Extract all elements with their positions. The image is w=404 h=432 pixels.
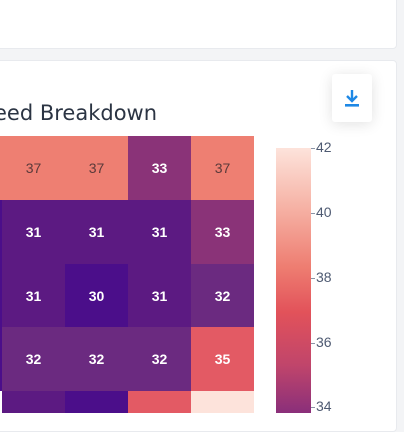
colorbar-tick-label: 42 [316,139,332,155]
colorbar [276,148,311,413]
heatmap-cell: 30 [65,264,128,328]
heatmap-cell [191,391,254,413]
heatmap-cell: 37 [191,136,254,200]
colorbar-tick-label: 40 [316,204,332,220]
heatmap-cell: 33 [128,136,191,200]
colorbar-tick-label: 34 [316,398,332,414]
heatmap-cell: 32 [191,264,254,328]
heatmap-cell: 33 [191,200,254,264]
heatmap-cell: 32 [65,327,128,391]
heatmap-cell: 31 [128,200,191,264]
heatmap-cell [128,391,191,413]
colorbar-tick [311,343,315,344]
heatmap-cell [2,391,65,413]
top-card [0,0,397,49]
heatmap-edge-cell [0,200,2,264]
colorbar-tick-label: 36 [316,334,332,350]
heatmap-cell: 37 [2,136,65,200]
colorbar-tick [311,148,315,149]
heatmap-cell [65,391,128,413]
download-button[interactable] [332,74,372,122]
heatmap-cell: 32 [128,327,191,391]
colorbar-tick [311,407,315,408]
heatmap-cell: 31 [2,264,65,328]
colorbar-tick-label: 38 [316,269,332,285]
heatmap-cell: 35 [191,327,254,391]
chart-title: eed Breakdown [0,101,158,125]
heatmap-cell: 32 [2,327,65,391]
heatmap-edge-cell [0,327,2,391]
heatmap-edge-cell [0,264,2,328]
heatmap-cell: 31 [2,200,65,264]
colorbar-tick [311,278,315,279]
heatmap-edge-cell [0,136,2,200]
heatmap-cell: 31 [128,264,191,328]
heatmap-cell: 31 [65,200,128,264]
colorbar-tick [311,213,315,214]
heatmap-cell: 37 [65,136,128,200]
download-icon [345,90,359,107]
